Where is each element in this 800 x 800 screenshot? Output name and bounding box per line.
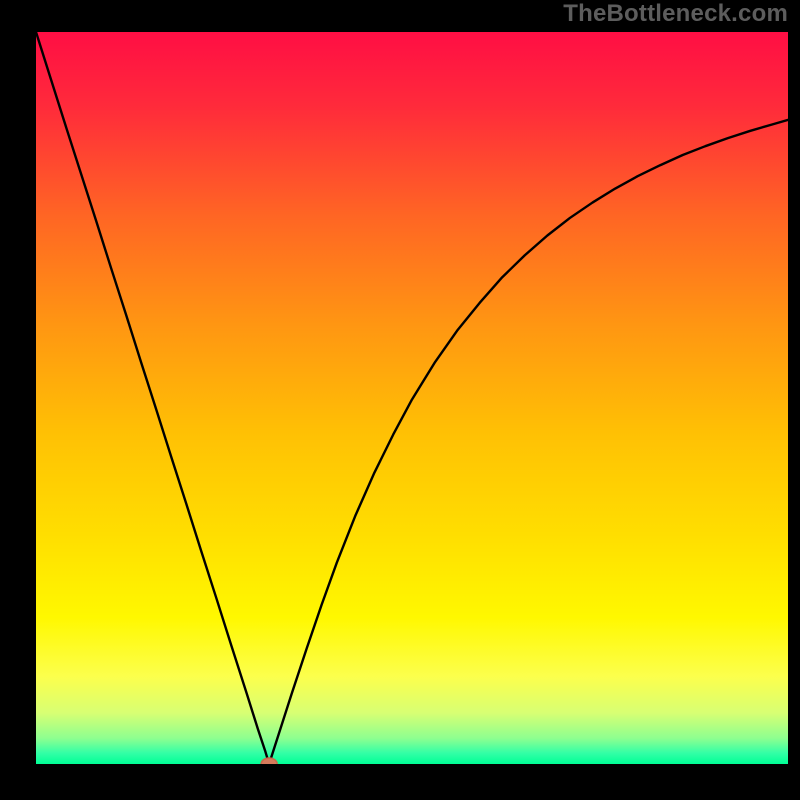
optimal-point-marker — [261, 758, 277, 764]
watermark-text: TheBottleneck.com — [563, 0, 788, 28]
chart-outer: TheBottleneck.com — [0, 0, 800, 800]
bottleneck-chart — [36, 32, 788, 764]
